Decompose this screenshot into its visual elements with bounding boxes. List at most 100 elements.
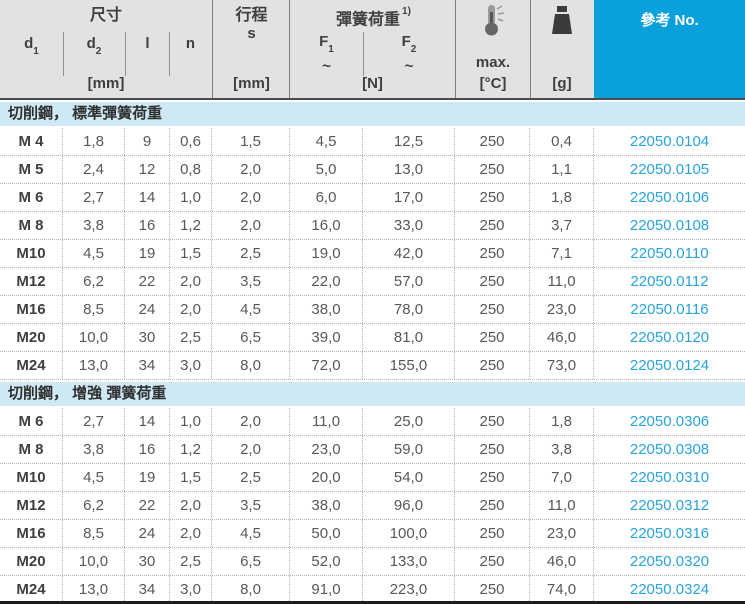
f1-cell: 33,0 [363, 212, 455, 239]
col-group-dimensions: 尺寸 [89, 7, 122, 24]
d2-cell: 16 [125, 212, 170, 239]
ref-number-link[interactable]: 22050.0312 [629, 497, 710, 514]
n-cell: 2,0 [212, 212, 290, 239]
f2-cell: 250 [455, 240, 530, 267]
s-cell: 16,0 [290, 212, 363, 239]
ref-number-link[interactable]: 22050.0306 [629, 413, 710, 430]
d1-cell: 3,8 [63, 436, 125, 463]
s-cell: 4,5 [290, 128, 363, 155]
d2-cell: 19 [125, 464, 170, 491]
ref-number-link[interactable]: 22050.0110 [630, 245, 709, 262]
max-temp-cell: 23,0 [530, 296, 594, 323]
ref-number-link[interactable]: 22050.0310 [629, 469, 710, 486]
ref-number-link[interactable]: 22050.0116 [630, 301, 709, 318]
size-cell: M 8 [0, 212, 63, 239]
tilde-f1: ~ [322, 58, 331, 75]
ref-number-link[interactable]: 22050.0108 [629, 217, 710, 234]
d2-cell: 34 [125, 352, 170, 379]
n-cell: 4,5 [212, 296, 290, 323]
s-cell: 19,0 [290, 240, 363, 267]
divider [455, 0, 456, 98]
section-header: 切削鋼， 標準彈簧荷重 [0, 100, 745, 128]
l-cell: 2,0 [170, 296, 212, 323]
divider [125, 32, 126, 76]
d1-cell: 8,5 [63, 296, 125, 323]
f1-cell: 81,0 [363, 324, 455, 351]
l-cell: 2,0 [170, 268, 212, 295]
n-cell: 2,0 [212, 408, 290, 435]
ref-number-link[interactable]: 22050.0120 [629, 329, 710, 346]
d1-cell: 2,7 [63, 408, 125, 435]
f2-cell: 250 [455, 548, 530, 575]
f1-cell: 13,0 [363, 156, 455, 183]
max-temp-cell: 7,1 [530, 240, 594, 267]
f2-cell: 250 [455, 576, 530, 603]
ref-number-link[interactable]: 22050.0105 [629, 161, 710, 178]
size-cell: M20 [0, 324, 63, 351]
ref-number-link[interactable]: 22050.0308 [629, 441, 710, 458]
table-row: M16 8,5 24 2,0 4,5 50,0 100,0 250 23,0 22050.0316 [0, 520, 745, 548]
size-cell: M20 [0, 548, 63, 575]
divider [530, 0, 531, 98]
n-cell: 3,5 [212, 268, 290, 295]
tilde-f2: ~ [404, 58, 414, 75]
max-label: max. [475, 54, 511, 71]
d1-cell: 13,0 [63, 352, 125, 379]
d1-cell: 6,2 [63, 492, 125, 519]
f2-cell: 250 [455, 212, 530, 239]
d2-cell: 14 [125, 408, 170, 435]
f1-cell: 78,0 [363, 296, 455, 323]
n-cell: 3,5 [212, 492, 290, 519]
size-cell: M10 [0, 240, 63, 267]
reference-column-header: 參考 No. [594, 0, 745, 98]
d2-cell: 22 [125, 492, 170, 519]
table-body: 切削鋼， 標準彈簧荷重 M 4 1,8 9 0,6 1,5 4,5 12,5 250 0,4 220… [0, 100, 745, 604]
col-header-l: l [145, 35, 150, 52]
f2-cell: 250 [455, 184, 530, 211]
f2-cell: 250 [455, 464, 530, 491]
max-temp-cell: 23,0 [530, 520, 594, 547]
n-cell: 8,0 [212, 576, 290, 603]
n-cell: 6,5 [212, 548, 290, 575]
f1-cell: 17,0 [363, 184, 455, 211]
l-cell: 3,0 [170, 352, 212, 379]
n-cell: 2,0 [212, 436, 290, 463]
ref-number-link[interactable]: 22050.0106 [629, 189, 710, 206]
f1-cell: 96,0 [363, 492, 455, 519]
f2-cell: 250 [455, 492, 530, 519]
l-cell: 1,2 [170, 212, 212, 239]
table-row: M20 10,0 30 2,5 6,5 52,0 133,0 250 46,0 22050.032… [0, 548, 745, 576]
ref-number-link[interactable]: 22050.0112 [630, 273, 709, 290]
d1-cell: 2,7 [63, 184, 125, 211]
l-cell: 1,5 [170, 464, 212, 491]
section-header: 切削鋼， 增強 彈簧荷重 [0, 380, 745, 408]
table-row: M12 6,2 22 2,0 3,5 38,0 96,0 250 11,0 22050.0312 [0, 492, 745, 520]
ref-number-link[interactable]: 22050.0124 [629, 357, 710, 374]
l-cell: 0,8 [170, 156, 212, 183]
d2-cell: 30 [125, 548, 170, 575]
table-row: M12 6,2 22 2,0 3,5 22,0 57,0 250 11,0 22050.0112 [0, 268, 745, 296]
s-cell: 38,0 [290, 296, 363, 323]
f2-cell: 250 [455, 520, 530, 547]
thermometer-icon [478, 3, 508, 41]
d2-cell: 12 [125, 156, 170, 183]
table-row: M 8 3,8 16 1,2 2,0 16,0 33,0 250 3,7 22050.0108 [0, 212, 745, 240]
col-header-n: n [185, 35, 196, 52]
ref-number-link[interactable]: 22050.0320 [629, 553, 710, 570]
col-header-s: s [247, 25, 256, 42]
l-cell: 2,5 [170, 548, 212, 575]
ref-number-link[interactable]: 22050.0316 [629, 525, 710, 542]
footnote-marker: 1) [402, 6, 411, 17]
d1-cell: 6,2 [63, 268, 125, 295]
ref-number-link[interactable]: 22050.0324 [629, 581, 710, 598]
d2-cell: 24 [125, 296, 170, 323]
max-temp-cell: 74,0 [530, 576, 594, 603]
d2-cell: 22 [125, 268, 170, 295]
s-cell: 20,0 [290, 464, 363, 491]
size-cell: M12 [0, 492, 63, 519]
f2-cell: 250 [455, 324, 530, 351]
f1-cell: 42,0 [363, 240, 455, 267]
l-cell: 0,6 [170, 128, 212, 155]
ref-number-link[interactable]: 22050.0104 [629, 133, 710, 150]
max-temp-cell: 1,8 [530, 408, 594, 435]
